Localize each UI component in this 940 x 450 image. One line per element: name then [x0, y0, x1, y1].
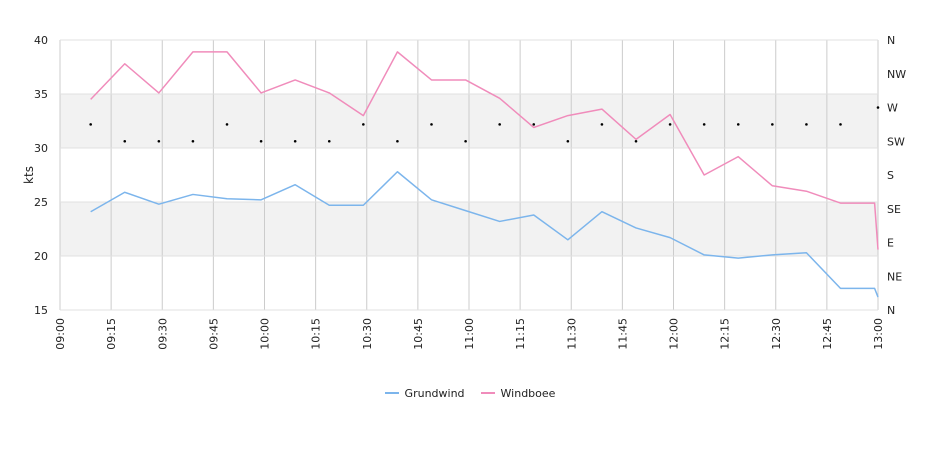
direction-point	[123, 139, 127, 143]
direction-point	[191, 139, 195, 143]
y-grid	[60, 39, 878, 311]
direction-point	[157, 139, 161, 143]
direction-point	[736, 123, 740, 126]
x-tick-label: 09:45	[207, 318, 220, 350]
direction-tick-label: S	[887, 169, 894, 182]
y-axis-ticks: 15 20 25 30 35 40	[34, 34, 48, 317]
direction-point	[293, 139, 297, 143]
direction-point	[600, 123, 604, 126]
x-tick-label: 13:00	[872, 318, 885, 350]
x-tick-label: 11:45	[616, 318, 629, 350]
direction-point	[396, 139, 399, 143]
direction-point	[805, 123, 808, 126]
direction-point	[668, 123, 672, 126]
y-tick-label: 30	[34, 142, 48, 155]
direction-tick-label: N	[887, 304, 895, 317]
y-axis-label: kts	[22, 166, 36, 184]
direction-tick-label: NE	[887, 270, 902, 283]
direction-point	[702, 123, 706, 126]
direction-tick-label: SW	[887, 135, 905, 148]
direction-point	[566, 139, 570, 143]
x-tick-label: 12:45	[821, 318, 834, 350]
legend-swatch-grundwind	[384, 392, 399, 394]
x-tick-label: 10:15	[310, 318, 323, 350]
series-line-grundwind	[90, 171, 879, 298]
x-tick-label: 09:30	[156, 318, 169, 350]
y-tick-label: 15	[34, 304, 48, 317]
direction-point	[259, 139, 263, 143]
direction-point	[532, 123, 536, 126]
legend-item-grundwind[interactable]: Grundwind	[384, 383, 465, 403]
x-grid	[59, 40, 879, 310]
x-tick-label: 09:00	[54, 318, 67, 350]
x-tick-label: 11:30	[565, 318, 578, 350]
direction-point	[464, 139, 467, 143]
series-lines	[90, 51, 879, 298]
direction-point	[498, 123, 501, 126]
direction-tick-label: W	[887, 102, 898, 115]
direction-axis-ticks: N NE E SE S SW W NW N	[887, 34, 906, 317]
y-tick-label: 35	[34, 88, 48, 101]
legend-label-windboee: Windboee	[500, 386, 556, 400]
direction-tick-label: SE	[887, 203, 901, 216]
direction-tick-label: NW	[887, 68, 906, 81]
x-tick-label: 10:30	[361, 318, 374, 350]
direction-point	[634, 139, 638, 143]
direction-points	[89, 106, 880, 143]
x-axis-ticks: 09:00 09:15 09:30 09:45 10:00 10:15 10:30 10:45…	[54, 318, 885, 350]
series-line-windboee	[90, 51, 879, 250]
x-tick-label: 11:15	[514, 318, 527, 350]
x-tick-label: 10:45	[412, 318, 425, 350]
y-tick-label: 40	[34, 34, 48, 47]
x-tick-label: 11:00	[463, 318, 476, 350]
direction-point	[430, 123, 433, 126]
y-tick-label: 20	[34, 250, 48, 263]
direction-point	[839, 123, 842, 126]
direction-point	[89, 123, 92, 126]
x-tick-label: 12:15	[719, 318, 732, 350]
x-tick-label: 10:00	[259, 318, 272, 350]
legend-item-windboee[interactable]: Windboee	[480, 383, 556, 403]
legend-label-grundwind: Grundwind	[404, 386, 465, 400]
x-tick-label: 09:15	[105, 318, 118, 350]
y-tick-label: 25	[34, 196, 48, 209]
direction-point	[362, 123, 365, 126]
direction-tick-label: E	[887, 237, 894, 250]
direction-point	[876, 106, 880, 109]
direction-point	[771, 123, 774, 126]
direction-tick-label: N	[887, 34, 895, 47]
legend-swatch-windboee	[480, 392, 495, 394]
direction-point	[225, 123, 229, 126]
x-tick-label: 12:30	[770, 318, 783, 350]
direction-point	[327, 139, 331, 143]
legend: Grundwind Windboee	[0, 383, 940, 403]
x-tick-label: 12:00	[668, 318, 681, 350]
